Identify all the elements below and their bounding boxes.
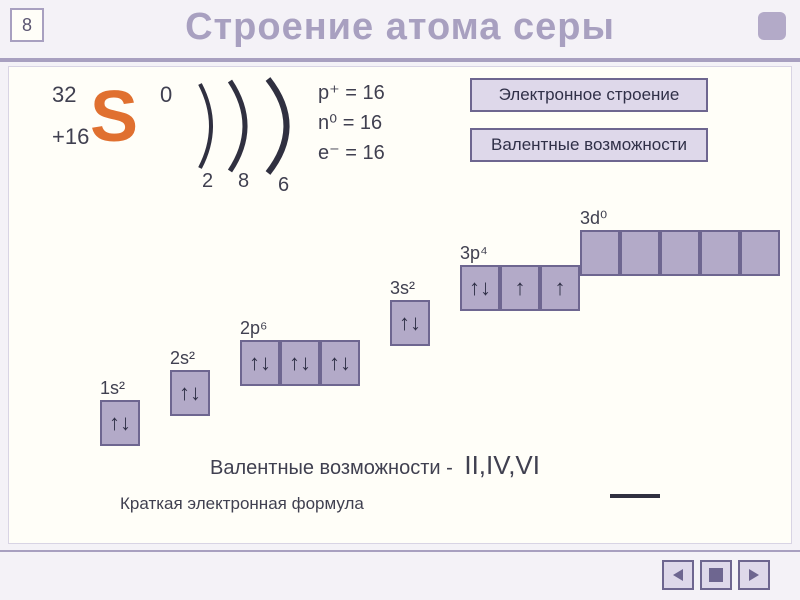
orbital-box: ↑↓ bbox=[240, 340, 280, 386]
orbital-row: ↑↓ bbox=[100, 400, 140, 446]
orbital-box bbox=[620, 230, 660, 276]
formula-blank bbox=[610, 494, 660, 498]
orbital-row: ↑↓↑↓↑↓ bbox=[240, 340, 360, 386]
orbital-box bbox=[700, 230, 740, 276]
shell-count-2: 8 bbox=[238, 170, 249, 193]
orbital-diagram: 1s²↑↓2s²↑↓2p⁶↑↓↑↓↑↓3s²↑↓3p⁴↑↓↑↑3d⁰ bbox=[60, 220, 770, 450]
orbital-label: 3d⁰ bbox=[580, 208, 607, 229]
valence-summary: Валентные возможности - II,IV,VI bbox=[210, 450, 540, 481]
orbital-box: ↑↓ bbox=[100, 400, 140, 446]
orbital-box bbox=[660, 230, 700, 276]
electron-count: e⁻ = 16 bbox=[318, 138, 385, 168]
electronic-structure-label: Электронное строение bbox=[499, 85, 680, 105]
neutron-count: n⁰ = 16 bbox=[318, 108, 385, 138]
orbital-box: ↑↓ bbox=[460, 265, 500, 311]
orbital-row: ↑↓↑↑ bbox=[460, 265, 580, 311]
electronic-structure-button[interactable]: Электронное строение bbox=[470, 78, 708, 112]
particle-counts: p⁺ = 16 n⁰ = 16 e⁻ = 16 bbox=[318, 78, 385, 168]
orbital-box: ↑↓ bbox=[280, 340, 320, 386]
orbital-row: ↑↓ bbox=[390, 300, 430, 346]
mass-number: 32 bbox=[52, 82, 76, 108]
orbital-label: 3s² bbox=[390, 278, 415, 299]
valence-values: II,IV,VI bbox=[464, 450, 540, 480]
home-icon bbox=[709, 568, 723, 582]
orbital-label: 3p⁴ bbox=[460, 243, 488, 264]
valence-label: Валентные возможности - bbox=[210, 457, 458, 479]
orbital-label: 1s² bbox=[100, 378, 125, 399]
orbital-row bbox=[580, 230, 780, 276]
valence-possibilities-button[interactable]: Валентные возможности bbox=[470, 128, 708, 162]
proton-count: p⁺ = 16 bbox=[318, 78, 385, 108]
short-formula-label: Краткая электронная формула bbox=[120, 494, 364, 514]
orbital-row: ↑↓ bbox=[170, 370, 210, 416]
shell-count-1: 2 bbox=[202, 170, 213, 193]
orbital-box bbox=[740, 230, 780, 276]
arrow-left-icon bbox=[671, 568, 685, 582]
orbital-box: ↑ bbox=[500, 265, 540, 311]
nav-home-button[interactable] bbox=[700, 560, 732, 590]
atom-block: 32 +16 S 0 2 8 6 bbox=[40, 76, 340, 186]
zero-marker: 0 bbox=[160, 82, 172, 108]
orbital-box: ↑ bbox=[540, 265, 580, 311]
electron-shells bbox=[180, 76, 330, 176]
element-symbol: S bbox=[90, 76, 138, 158]
nuclear-charge: +16 bbox=[52, 124, 89, 150]
orbital-label: 2p⁶ bbox=[240, 318, 267, 339]
orbital-box: ↑↓ bbox=[320, 340, 360, 386]
orbital-label: 2s² bbox=[170, 348, 195, 369]
title-divider bbox=[0, 58, 800, 62]
nav-prev-button[interactable] bbox=[662, 560, 694, 590]
orbital-box: ↑↓ bbox=[390, 300, 430, 346]
page-title: Строение атома серы bbox=[0, 6, 800, 49]
orbital-box: ↑↓ bbox=[170, 370, 210, 416]
shell-count-3: 6 bbox=[278, 174, 289, 197]
orbital-box bbox=[580, 230, 620, 276]
arrow-right-icon bbox=[747, 568, 761, 582]
nav-next-button[interactable] bbox=[738, 560, 770, 590]
valence-possibilities-label: Валентные возможности bbox=[491, 135, 687, 155]
